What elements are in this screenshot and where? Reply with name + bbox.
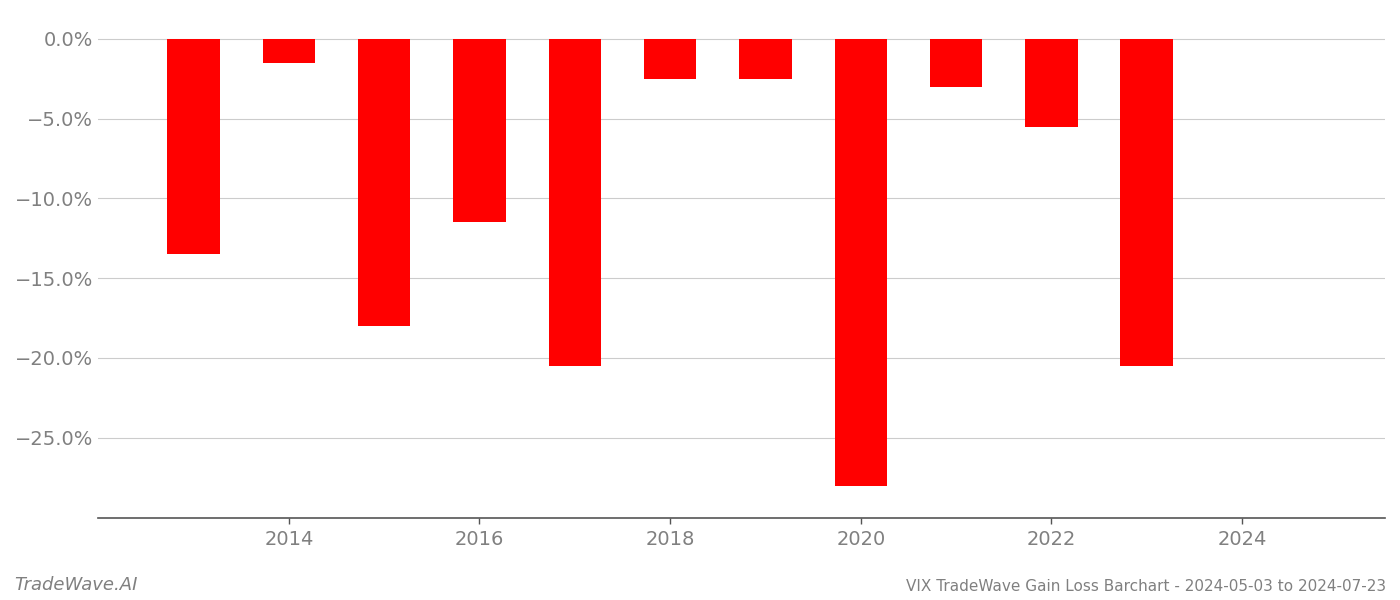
Bar bbox=[454, 39, 505, 223]
Text: VIX TradeWave Gain Loss Barchart - 2024-05-03 to 2024-07-23: VIX TradeWave Gain Loss Barchart - 2024-… bbox=[906, 579, 1386, 594]
Bar bbox=[263, 39, 315, 63]
Bar bbox=[1025, 39, 1078, 127]
Bar bbox=[168, 39, 220, 254]
Bar bbox=[549, 39, 601, 366]
Bar bbox=[739, 39, 791, 79]
Bar bbox=[834, 39, 888, 485]
Bar bbox=[358, 39, 410, 326]
Bar bbox=[644, 39, 696, 79]
Bar bbox=[1120, 39, 1173, 366]
Text: TradeWave.AI: TradeWave.AI bbox=[14, 576, 137, 594]
Bar bbox=[930, 39, 983, 87]
